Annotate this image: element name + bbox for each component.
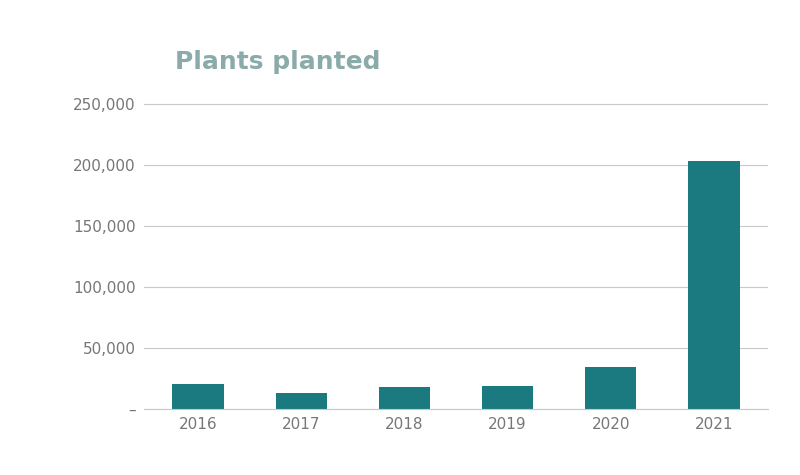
Bar [482,386,534,408]
Bar [172,384,224,408]
Bar [378,387,430,408]
Text: Plants planted: Plants planted [175,50,381,74]
Bar [275,393,327,408]
Bar [688,161,740,408]
Bar [585,367,637,408]
